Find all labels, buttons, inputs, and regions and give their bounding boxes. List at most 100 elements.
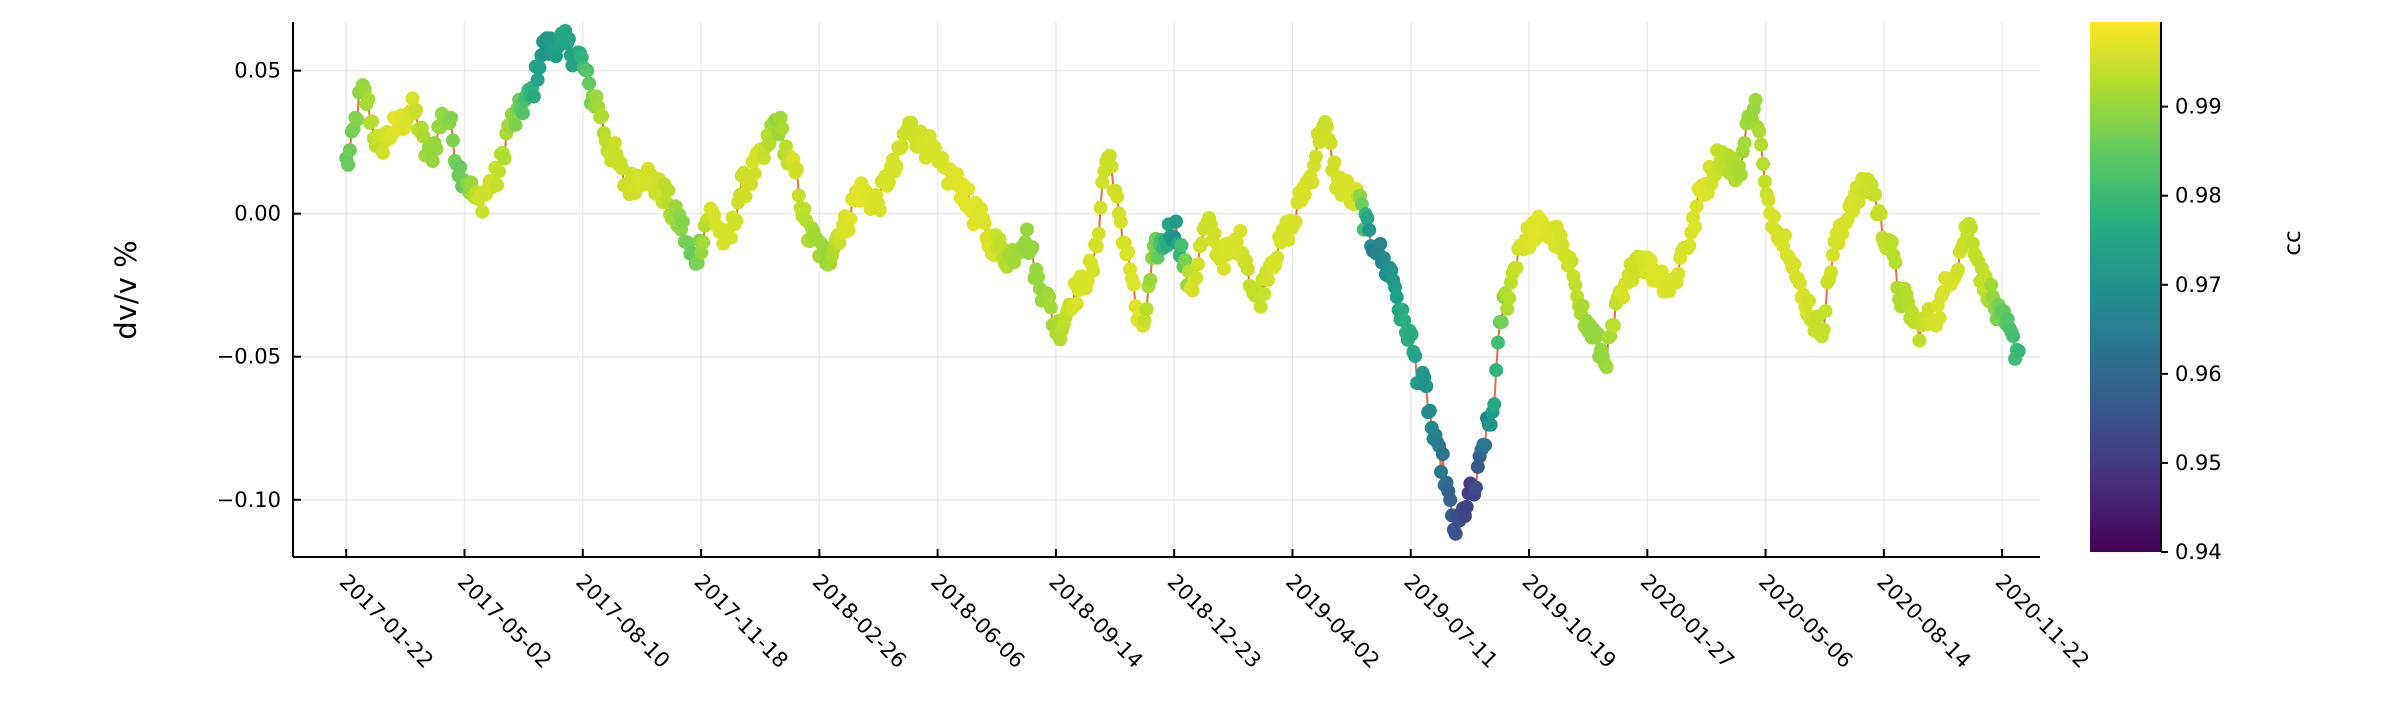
colorbar-tick-label: 0.97 [2175,273,2222,297]
data-point [889,159,904,174]
data-point [1792,276,1807,291]
data-point [790,162,804,177]
x-tick-label: 2017-08-10 [571,570,674,673]
data-point [775,121,790,136]
data-point [530,72,545,87]
data-point [1319,119,1334,134]
data-point [1020,222,1034,237]
data-point [961,182,976,197]
y-tick-label: 0.00 [234,202,281,226]
data-point [1606,318,1621,333]
data-point [1281,232,1296,247]
data-point [1509,260,1524,275]
data-point [904,115,919,130]
data-point [1778,228,1792,243]
data-point [1654,264,1669,279]
data-point [756,151,771,165]
x-tick-label: 2020-05-06 [1754,570,1857,673]
data-point [773,110,788,125]
data-point [1748,92,1763,107]
data-point [1095,175,1110,190]
y-tick-label: 0.05 [234,59,281,83]
x-tick-label: 2017-01-22 [335,570,438,673]
data-point [1069,296,1084,311]
data-point [491,164,506,179]
data-point [747,166,762,181]
data-point [1126,277,1141,292]
data-point [1575,298,1590,313]
data-point [1261,272,1275,287]
data-point [445,133,460,148]
data-point [361,92,376,107]
data-point [1737,136,1752,151]
data-point [416,129,431,144]
data-point [1113,214,1128,229]
data-point [1434,464,1448,479]
data-point [1733,167,1748,182]
data-point [582,76,597,91]
data-point [1963,220,1978,235]
data-point [1143,272,1158,287]
data-point [1253,299,1268,314]
colorbar-tick-label: 0.99 [2175,95,2222,119]
data-point [1965,236,1980,251]
data-point [1502,291,1517,306]
x-tick-label: 2019-04-02 [1281,570,1384,673]
x-tick-label: 2020-08-14 [1872,570,1975,673]
data-point [1110,189,1125,204]
data-point [1308,149,1323,164]
data-point [1031,270,1045,284]
data-point [1043,300,1058,315]
data-point [1102,148,1117,163]
data-point [526,89,541,104]
data-point [1419,379,1434,394]
data-point [1137,313,1152,328]
data-point [1305,175,1320,190]
data-point [1104,159,1119,174]
data-point [1233,223,1248,238]
data-point [762,136,777,151]
data-point [1139,302,1154,317]
data-point [1564,254,1579,268]
x-tick-label: 2017-05-02 [453,570,556,673]
data-point [1323,136,1338,150]
data-point [1189,270,1204,285]
colorbar-gradient [2090,22,2160,552]
data-point [405,91,420,106]
data-point [1682,238,1697,253]
data-point [425,154,440,169]
data-point [589,89,604,104]
data-point [1818,304,1833,319]
data-point [1397,313,1412,328]
data-point [532,60,547,75]
data-point [1042,289,1057,304]
data-point [1603,329,1618,344]
data-point [1216,261,1231,276]
colorbar-tick-label: 0.98 [2175,184,2222,208]
data-point [1297,187,1312,202]
data-point [1590,326,1605,341]
data-point [1229,235,1244,249]
data-point [1178,253,1193,268]
data-point [1478,438,1493,453]
data-point [1767,209,1781,224]
data-point [490,178,505,193]
x-tick-label: 2020-01-27 [1636,570,1739,673]
data-point [977,216,992,231]
data-point [1121,245,1136,259]
data-point [1489,363,1504,378]
data-point [1191,257,1206,272]
data-point [515,106,530,121]
data-point [1373,237,1388,251]
colorbar-label: cc [2280,230,2306,255]
data-point [1599,360,1614,374]
data-point [1802,293,1816,308]
data-point [1408,349,1423,363]
data-point [729,213,744,228]
data-point [843,211,858,226]
data-point [1459,499,1474,514]
grid [293,22,2040,557]
data-point [661,183,676,198]
data-point [723,230,738,245]
